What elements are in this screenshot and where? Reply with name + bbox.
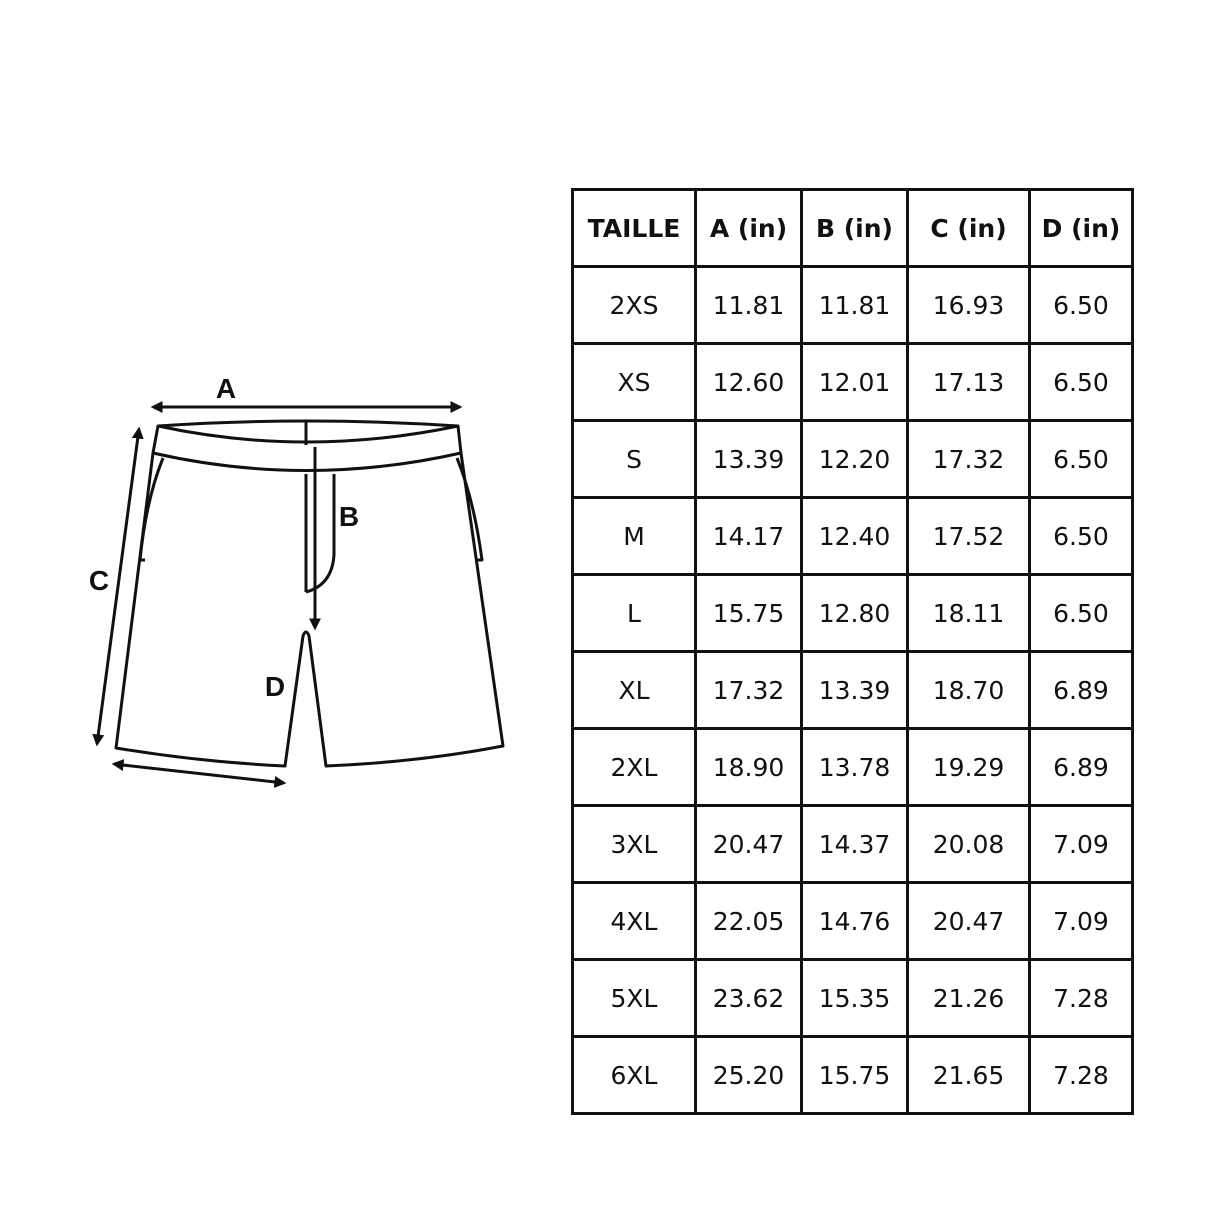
cell-size: 5XL [571,958,697,1038]
cell-d: 7.09 [1028,881,1134,961]
cell-a: 23.62 [694,958,803,1038]
cell-c: 17.13 [906,342,1031,422]
cell-c: 18.70 [906,650,1031,730]
cell-c: 17.32 [906,419,1031,499]
cell-b: 12.40 [800,496,909,576]
table-row: 2XL 18.90 13.78 19.29 6.89 [571,727,1134,807]
label-d: D [265,671,285,702]
label-a: A [216,373,236,404]
cell-d: 7.28 [1028,958,1134,1038]
cell-d: 6.50 [1028,496,1134,576]
cell-a: 15.75 [694,573,803,653]
header-b: B (in) [800,188,909,268]
cell-d: 6.89 [1028,650,1134,730]
cell-c: 21.26 [906,958,1031,1038]
table-row: 5XL 23.62 15.35 21.26 7.28 [571,958,1134,1038]
cell-a: 11.81 [694,265,803,345]
label-c: C [89,565,109,596]
table-row: S 13.39 12.20 17.32 6.50 [571,419,1134,499]
cell-a: 25.20 [694,1035,803,1115]
cell-c: 16.93 [906,265,1031,345]
table-row: 3XL 20.47 14.37 20.08 7.09 [571,804,1134,884]
cell-d: 6.50 [1028,419,1134,499]
cell-size: XL [571,650,697,730]
cell-b: 14.76 [800,881,909,961]
shorts-measurement-diagram: A B C D [89,373,505,788]
cell-d: 6.50 [1028,342,1134,422]
cell-a: 13.39 [694,419,803,499]
cell-a: 17.32 [694,650,803,730]
cell-b: 13.78 [800,727,909,807]
cell-a: 20.47 [694,804,803,884]
cell-size: 3XL [571,804,697,884]
table-header-row: TAILLE A (in) B (in) C (in) D (in) [571,188,1134,268]
table-row: 4XL 22.05 14.76 20.47 7.09 [571,881,1134,961]
cell-size: XS [571,342,697,422]
table-row: M 14.17 12.40 17.52 6.50 [571,496,1134,576]
cell-a: 18.90 [694,727,803,807]
cell-d: 7.09 [1028,804,1134,884]
cell-a: 14.17 [694,496,803,576]
cell-b: 15.35 [800,958,909,1038]
cell-b: 12.20 [800,419,909,499]
table-row: L 15.75 12.80 18.11 6.50 [571,573,1134,653]
cell-b: 12.01 [800,342,909,422]
cell-c: 18.11 [906,573,1031,653]
cell-size: 2XL [571,727,697,807]
cell-b: 13.39 [800,650,909,730]
table-row: XS 12.60 12.01 17.13 6.50 [571,342,1134,422]
cell-d: 7.28 [1028,1035,1134,1115]
measure-c-arrow [92,426,144,747]
cell-b: 15.75 [800,1035,909,1115]
measure-d-arrow [111,759,287,788]
header-size: TAILLE [571,188,697,268]
cell-c: 19.29 [906,727,1031,807]
cell-a: 12.60 [694,342,803,422]
cell-b: 12.80 [800,573,909,653]
cell-c: 20.08 [906,804,1031,884]
cell-d: 6.50 [1028,573,1134,653]
label-b: B [339,501,359,532]
cell-d: 6.89 [1028,727,1134,807]
header-d: D (in) [1028,188,1134,268]
cell-size: S [571,419,697,499]
cell-b: 14.37 [800,804,909,884]
cell-c: 21.65 [906,1035,1031,1115]
cell-size: L [571,573,697,653]
header-a: A (in) [694,188,803,268]
table-row: 2XS 11.81 11.81 16.93 6.50 [571,265,1134,345]
cell-size: 2XS [571,265,697,345]
cell-size: 4XL [571,881,697,961]
header-c: C (in) [906,188,1031,268]
cell-c: 20.47 [906,881,1031,961]
cell-a: 22.05 [694,881,803,961]
table-row: 6XL 25.20 15.75 21.65 7.28 [571,1035,1134,1115]
table-row: XL 17.32 13.39 18.70 6.89 [571,650,1134,730]
cell-size: 6XL [571,1035,697,1115]
size-chart-table: TAILLE A (in) B (in) C (in) D (in) 2XS 11… [571,188,1134,1115]
cell-d: 6.50 [1028,265,1134,345]
cell-b: 11.81 [800,265,909,345]
shorts-outline [114,419,505,768]
cell-c: 17.52 [906,496,1031,576]
cell-size: M [571,496,697,576]
